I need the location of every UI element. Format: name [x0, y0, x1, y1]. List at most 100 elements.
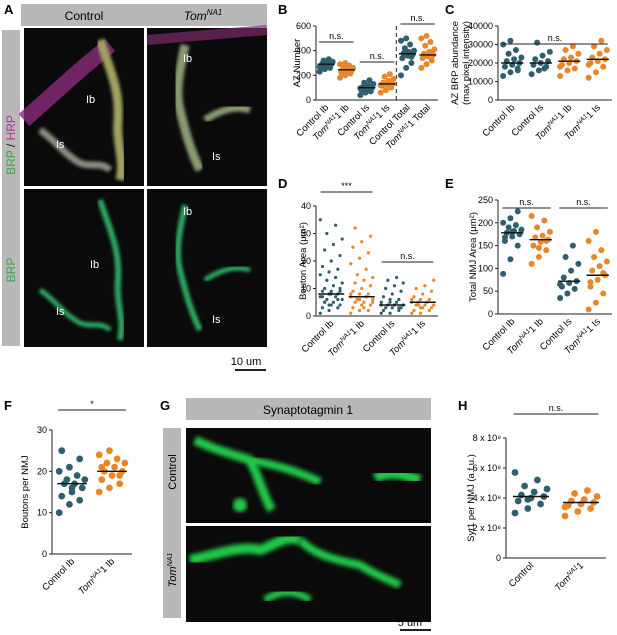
data-point	[585, 74, 592, 81]
micrograph-a-tom-bottom: Ib Is	[147, 189, 267, 347]
data-point	[403, 64, 410, 71]
micrograph-a-control-bottom: Ib Is	[24, 189, 144, 347]
y-tick-label: 10000	[468, 77, 493, 87]
data-point	[421, 306, 425, 310]
data-point	[501, 234, 508, 241]
data-point	[401, 281, 405, 285]
data-point	[323, 286, 327, 291]
data-point	[351, 245, 355, 249]
data-point	[336, 267, 340, 271]
data-point	[338, 286, 342, 291]
data-point	[541, 217, 548, 224]
y-tick-label: 200	[478, 218, 493, 228]
y-tick-label: 20	[301, 256, 311, 266]
data-point	[371, 297, 375, 302]
data-point	[592, 228, 599, 235]
data-point	[360, 240, 364, 244]
data-point	[587, 505, 594, 512]
data-point	[349, 262, 353, 266]
data-point	[534, 224, 541, 231]
y-tick-label: 10	[37, 508, 47, 518]
y-tick-label: 0	[306, 95, 311, 105]
data-point	[327, 303, 331, 307]
data-point	[560, 274, 567, 281]
data-point	[397, 37, 404, 44]
y-tick-label: 40000	[468, 21, 493, 31]
data-point	[557, 295, 564, 302]
data-point	[325, 231, 329, 236]
data-point	[395, 300, 399, 304]
data-point	[379, 300, 383, 304]
data-point	[543, 238, 550, 245]
data-point	[362, 300, 366, 304]
data-point	[539, 52, 546, 59]
data-point	[591, 43, 598, 50]
data-point	[361, 79, 368, 86]
data-point	[600, 290, 607, 297]
svg-text:Is: Is	[212, 314, 221, 326]
panel-a-side-bar	[2, 30, 20, 346]
data-point	[539, 232, 546, 239]
data-point	[55, 467, 63, 475]
svg-text:Ib: Ib	[90, 259, 99, 271]
data-point	[418, 311, 423, 315]
data-point	[327, 60, 334, 66]
data-point	[357, 297, 362, 302]
data-point	[360, 303, 364, 307]
x-tick-label: TomNA11	[553, 560, 586, 593]
data-point	[336, 74, 343, 81]
panel-g-row-tom: TomNA1	[167, 553, 179, 588]
chart-f: 0 10 20 30 Boutons per NMJ Control Ib TomNA11 …	[20, 399, 132, 597]
data-point	[408, 53, 415, 60]
data-point	[381, 73, 388, 80]
data-point	[532, 56, 539, 63]
data-point	[353, 281, 357, 285]
data-point	[511, 56, 518, 63]
data-point	[377, 89, 384, 96]
data-point	[318, 311, 322, 315]
data-point	[357, 92, 364, 99]
y-axis-label: Boutons per NMJ	[20, 455, 31, 529]
data-point	[318, 295, 322, 299]
significance-label: n.s.	[548, 33, 563, 43]
svg-text:Is: Is	[56, 306, 65, 318]
data-point	[106, 447, 113, 455]
panel-letter-e: E	[445, 176, 454, 191]
panel-a-col-tom: TomNA1	[184, 8, 222, 23]
data-point	[349, 292, 353, 296]
data-point	[397, 297, 401, 302]
data-point	[596, 50, 603, 57]
data-point	[340, 297, 344, 302]
data-point	[368, 284, 373, 288]
data-point	[355, 273, 359, 277]
data-point	[392, 284, 397, 288]
data-point	[518, 226, 525, 233]
micrograph-g-control	[186, 428, 431, 523]
data-point	[384, 306, 388, 310]
panel-letter-f: F	[4, 398, 12, 413]
data-point	[591, 254, 598, 260]
data-point	[334, 275, 338, 280]
data-point	[401, 45, 408, 52]
data-point	[58, 492, 66, 500]
data-point	[429, 306, 434, 310]
data-point	[316, 63, 323, 70]
data-point	[388, 311, 392, 315]
data-point	[336, 61, 343, 68]
data-point	[603, 47, 610, 54]
panel-g-header-bar	[186, 398, 431, 420]
y-tick-label: 2 x 10⁸	[473, 523, 502, 533]
data-point	[557, 72, 564, 79]
data-point	[423, 61, 430, 68]
data-point	[587, 283, 594, 290]
data-point	[571, 490, 578, 497]
significance-label: *	[90, 399, 94, 409]
data-point	[501, 63, 508, 70]
data-point	[342, 60, 349, 66]
panel-letter-g: G	[160, 398, 170, 413]
data-point	[66, 463, 73, 471]
significance-label: n.s.	[370, 51, 385, 61]
data-point	[514, 67, 521, 74]
data-point	[422, 42, 429, 49]
